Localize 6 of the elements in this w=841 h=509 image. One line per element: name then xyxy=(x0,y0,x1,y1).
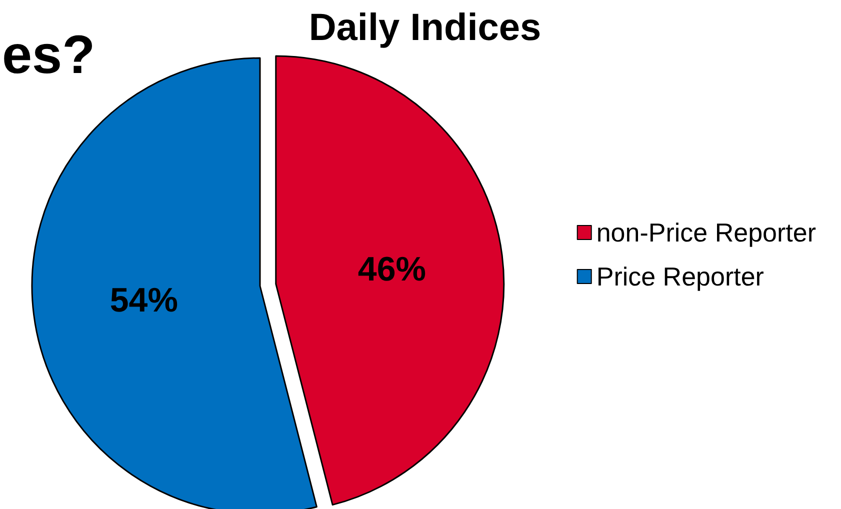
legend-label: non-Price Reporter xyxy=(596,218,816,248)
data-label: 46% xyxy=(358,250,426,288)
data-label: 54% xyxy=(110,282,178,320)
legend-label: Price Reporter xyxy=(596,262,764,292)
chart-title: Daily Indices xyxy=(308,7,542,49)
text: es? xyxy=(2,25,96,85)
